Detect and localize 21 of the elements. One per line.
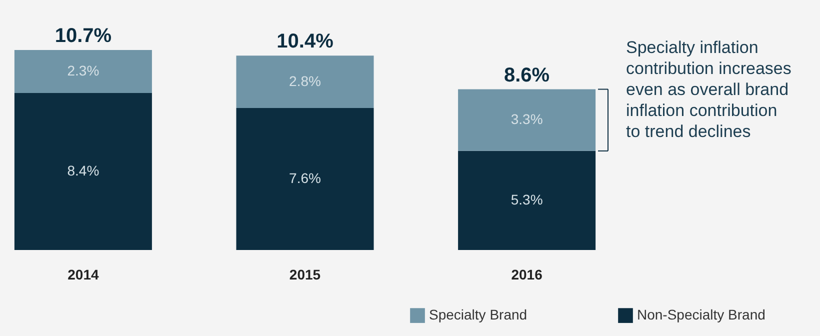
legend-label: Specialty Brand [429, 306, 528, 323]
annotation: Specialty inflation contribution increases even as overall brand inflation contribution to trend declines [626, 38, 792, 141]
data-label: 8.4% [67, 162, 100, 178]
x-tick-label: 2016 [511, 266, 543, 282]
x-tick-label: 2014 [68, 266, 99, 282]
total-label: 8.6% [504, 64, 550, 86]
bar [14, 92, 152, 250]
bar [458, 150, 596, 250]
total-label: 10.4% [276, 30, 334, 53]
data-label: 2.3% [67, 62, 100, 78]
data-label: 3.3% [510, 111, 543, 128]
data-label: 7.6% [289, 170, 321, 186]
bar [458, 89, 596, 151]
legend-label: Non-Specialty Brand [637, 306, 766, 323]
bar [14, 50, 152, 93]
bar [236, 108, 374, 250]
data-label: 2.8% [289, 72, 321, 89]
x-tick-label: 2015 [289, 266, 321, 282]
total-label: 10.7% [54, 25, 112, 47]
data-label: 5.3% [510, 191, 543, 208]
bar [236, 56, 374, 108]
